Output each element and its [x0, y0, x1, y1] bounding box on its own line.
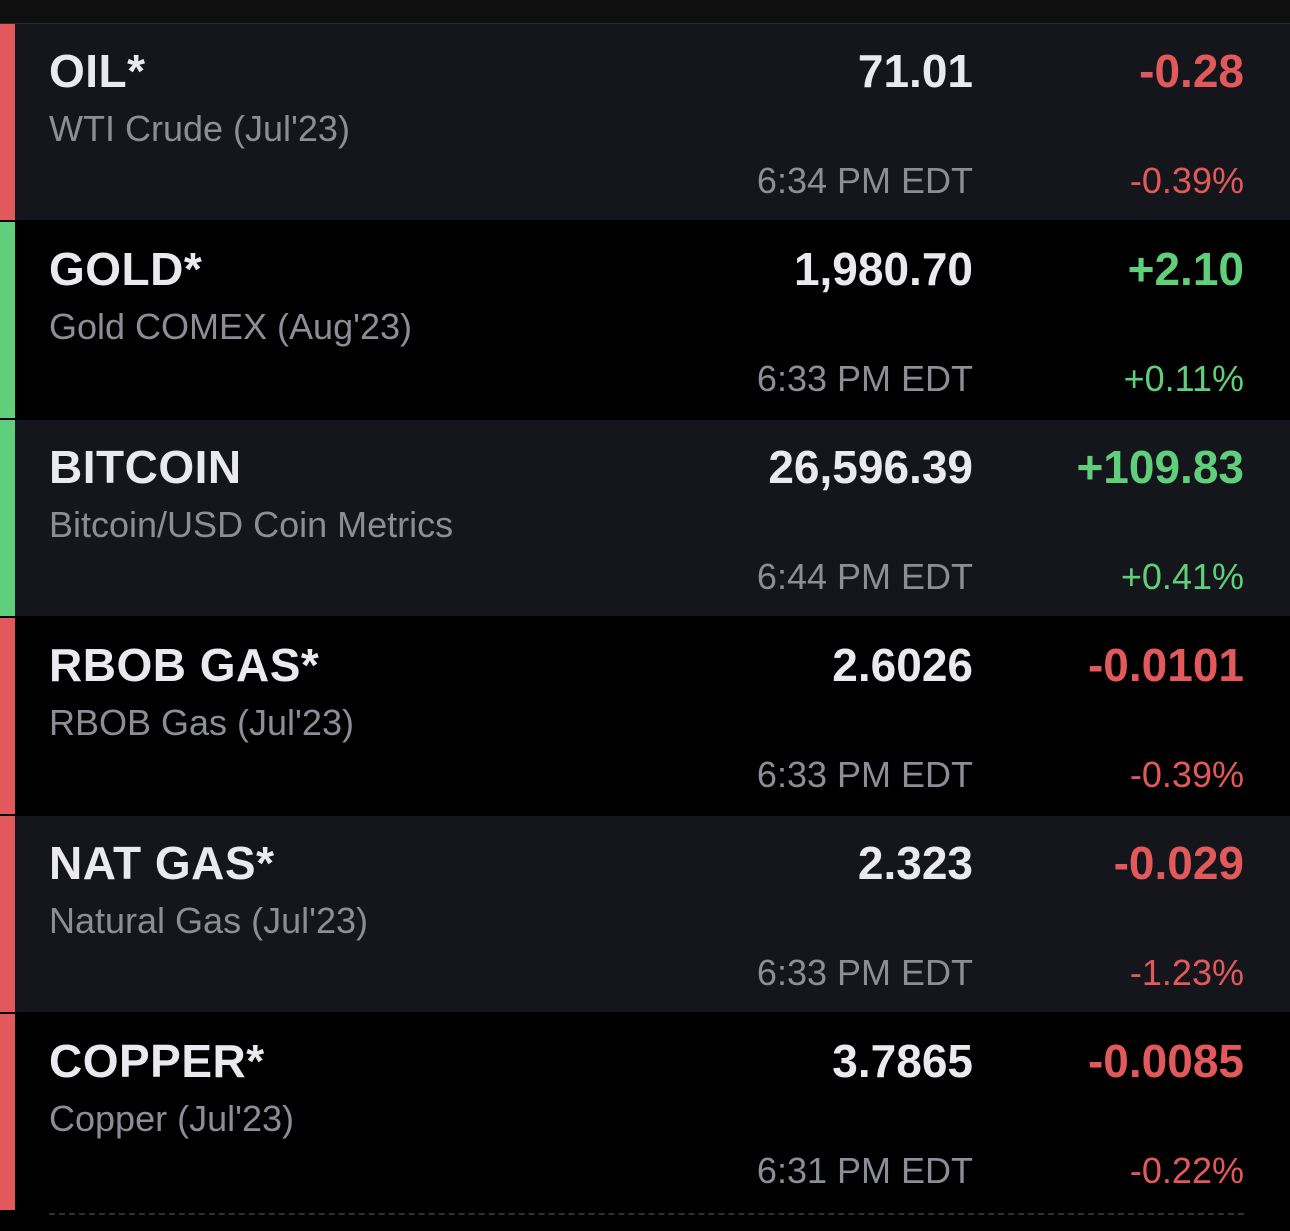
- quote-symbol: RBOB GAS*: [49, 639, 320, 691]
- quote-price: 2.6026: [832, 639, 973, 691]
- direction-indicator: [0, 24, 15, 220]
- quote-row-copper[interactable]: COPPER* Copper (Jul'23) 3.7865 6:31 PM E…: [0, 1014, 1290, 1210]
- quote-time: 6:44 PM EDT: [756, 556, 973, 597]
- quote-name: Bitcoin/USD Coin Metrics: [49, 504, 454, 545]
- quote-row-bitcoin[interactable]: BITCOIN Bitcoin/USD Coin Metrics 26,596.…: [0, 420, 1290, 616]
- quote-name: RBOB Gas (Jul'23): [49, 702, 354, 743]
- quote-name: WTI Crude (Jul'23): [49, 108, 350, 149]
- quote-row-oil[interactable]: OIL* WTI Crude (Jul'23) 71.01 6:34 PM ED…: [0, 24, 1290, 220]
- direction-indicator: [0, 222, 15, 418]
- quote-price: 3.7865: [832, 1035, 973, 1087]
- list-divider: [49, 1213, 1244, 1215]
- quote-symbol: GOLD*: [49, 243, 203, 295]
- quote-price: 71.01: [857, 45, 973, 97]
- quote-name: Copper (Jul'23): [49, 1098, 294, 1139]
- direction-indicator: [0, 1014, 15, 1210]
- quote-change-percent[interactable]: +0.41%: [1120, 556, 1244, 597]
- direction-indicator: [0, 618, 15, 814]
- quote-time: 6:33 PM EDT: [756, 952, 973, 993]
- quote-change[interactable]: -0.029: [1113, 837, 1244, 889]
- quote-change[interactable]: +109.83: [1076, 441, 1244, 493]
- quote-price: 1,980.70: [793, 243, 973, 295]
- quote-name: Natural Gas (Jul'23): [49, 900, 368, 941]
- quote-change-percent[interactable]: -0.22%: [1129, 1150, 1244, 1191]
- quote-row-rbob-gas[interactable]: RBOB GAS* RBOB Gas (Jul'23) 2.6026 6:33 …: [0, 618, 1290, 814]
- quote-time: 6:33 PM EDT: [756, 358, 973, 399]
- quote-change[interactable]: -0.28: [1139, 45, 1244, 97]
- quote-name: Gold COMEX (Aug'23): [49, 306, 413, 347]
- quote-symbol: COPPER*: [49, 1035, 265, 1087]
- quote-price: 26,596.39: [768, 441, 973, 493]
- top-strip: [0, 0, 1290, 24]
- quote-time: 6:33 PM EDT: [756, 754, 973, 795]
- quote-change-percent[interactable]: -0.39%: [1129, 754, 1244, 795]
- quote-symbol: OIL*: [49, 45, 146, 97]
- quote-time: 6:31 PM EDT: [756, 1150, 973, 1191]
- quote-change-percent[interactable]: +0.11%: [1123, 358, 1244, 399]
- quote-change[interactable]: -0.0101: [1087, 639, 1244, 691]
- direction-indicator: [0, 420, 15, 616]
- quote-row-gold[interactable]: GOLD* Gold COMEX (Aug'23) 1,980.70 6:33 …: [0, 222, 1290, 418]
- quote-symbol: NAT GAS*: [49, 837, 275, 889]
- quote-row-nat-gas[interactable]: NAT GAS* Natural Gas (Jul'23) 2.323 6:33…: [0, 816, 1290, 1012]
- quote-change[interactable]: +2.10: [1127, 243, 1244, 295]
- quote-time: 6:34 PM EDT: [756, 160, 973, 201]
- quote-price: 2.323: [857, 837, 973, 889]
- quote-change-percent[interactable]: -0.39%: [1129, 160, 1244, 201]
- quote-symbol: BITCOIN: [49, 441, 242, 493]
- quote-change[interactable]: -0.0085: [1087, 1035, 1244, 1087]
- direction-indicator: [0, 816, 15, 1012]
- quote-change-percent[interactable]: -1.23%: [1129, 952, 1244, 993]
